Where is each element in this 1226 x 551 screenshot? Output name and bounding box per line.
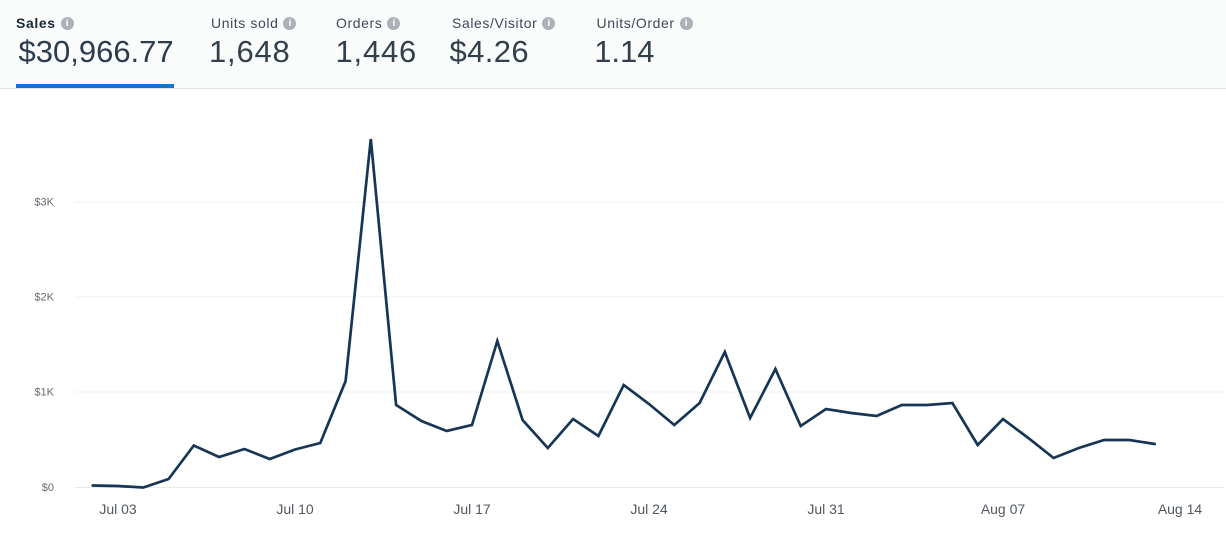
svg-text:Aug 14: Aug 14 (1158, 501, 1203, 517)
svg-text:$2K: $2K (34, 292, 54, 304)
svg-text:$3K: $3K (34, 197, 54, 209)
svg-text:$0: $0 (42, 482, 54, 494)
svg-text:Jul 10: Jul 10 (276, 501, 314, 517)
svg-text:$1K: $1K (34, 387, 54, 399)
svg-text:Jul 17: Jul 17 (453, 501, 491, 517)
svg-text:Aug 07: Aug 07 (981, 501, 1026, 517)
svg-text:Jul 31: Jul 31 (807, 501, 845, 517)
svg-text:Jul 03: Jul 03 (99, 501, 137, 517)
svg-text:Jul 24: Jul 24 (630, 501, 668, 517)
